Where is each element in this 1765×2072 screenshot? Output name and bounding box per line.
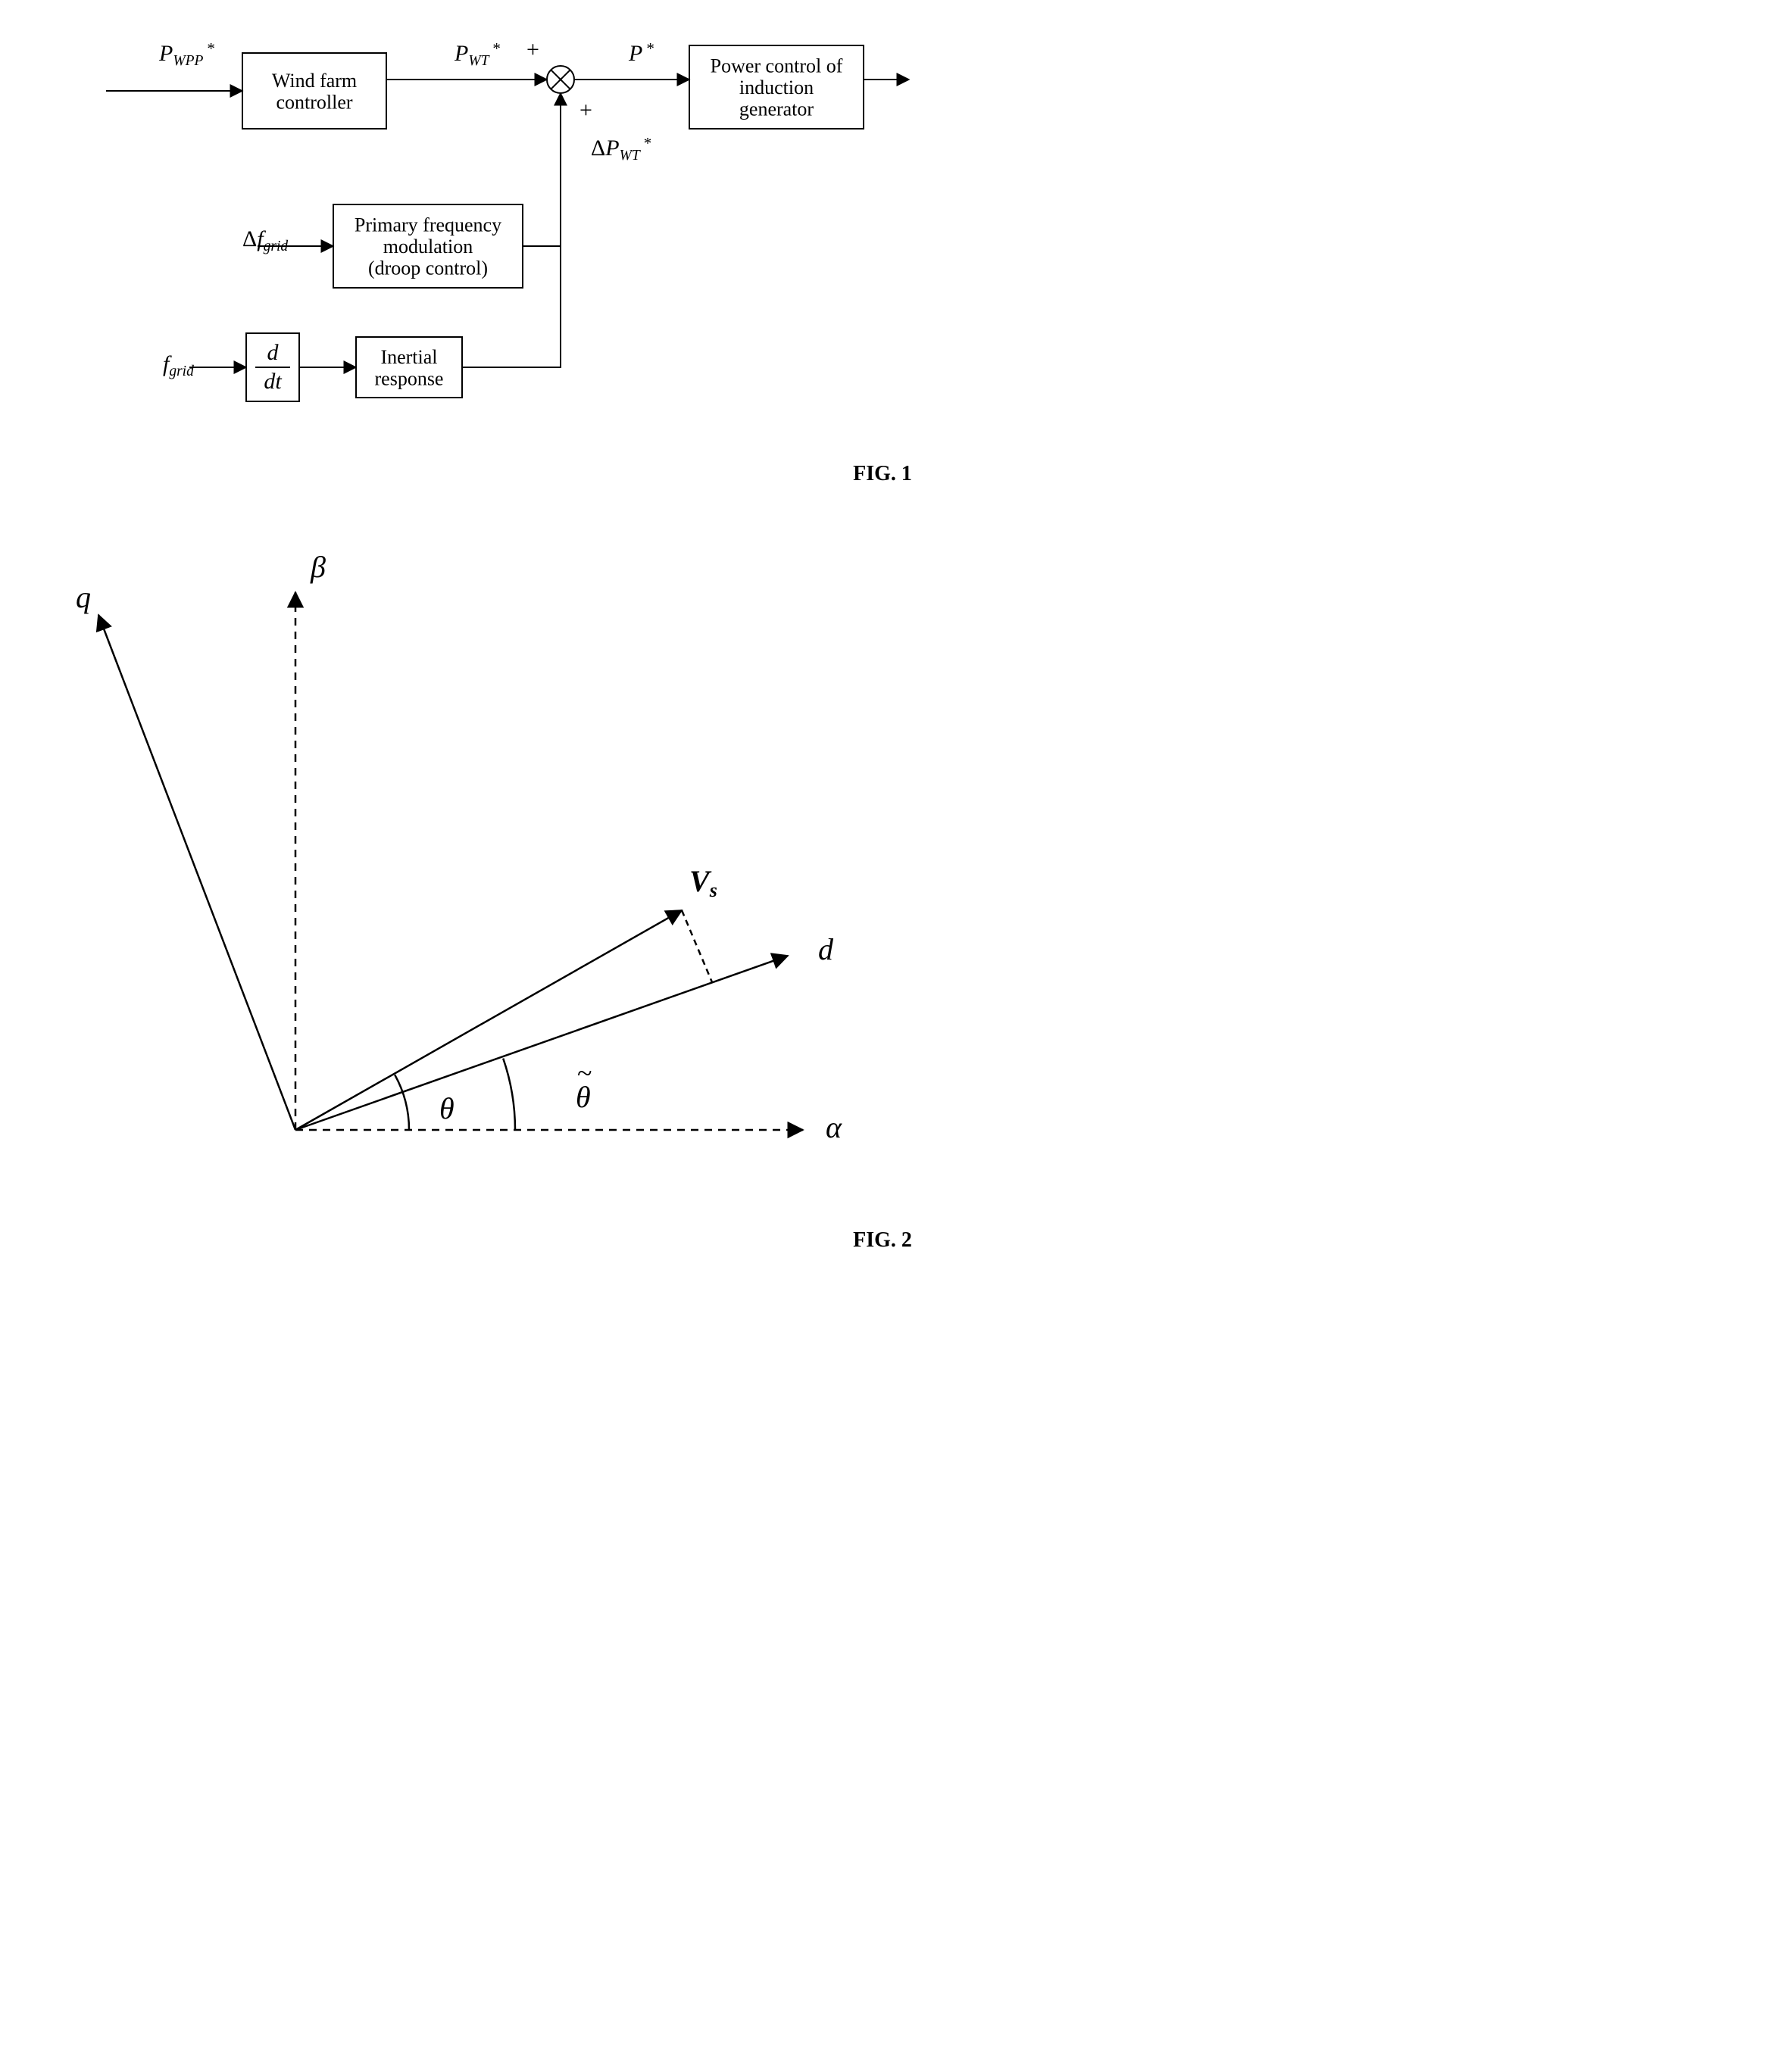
svg-text:Wind farm: Wind farm — [272, 70, 357, 92]
label-p-star: P* — [628, 39, 654, 66]
axis-d — [295, 956, 788, 1130]
svg-text:generator: generator — [739, 98, 814, 120]
fig2-svg: αβdqVsθθ~ — [30, 532, 913, 1213]
svg-text:Primary frequency: Primary frequency — [355, 214, 501, 236]
label-p-wpp: PWPP* — [158, 39, 214, 69]
svg-text:d: d — [267, 340, 280, 365]
axis-label-q: q — [76, 580, 91, 614]
svg-text:modulation: modulation — [383, 236, 473, 257]
svg-text:dt: dt — [264, 369, 282, 394]
svg-text:response: response — [375, 367, 444, 389]
label-dp-wt: ΔPWT* — [591, 134, 651, 164]
axis-label-d: d — [818, 932, 834, 966]
svg-text:(droop control): (droop control) — [368, 257, 488, 279]
svg-text:Power control of: Power control of — [711, 55, 843, 77]
label-p-wt: PWT* — [454, 39, 500, 69]
vs-projection — [682, 910, 712, 982]
fig2-caption: FIG. 2 — [30, 1228, 1735, 1253]
svg-text:Inertial: Inertial — [380, 346, 437, 368]
axis-vs — [295, 910, 682, 1130]
label-df-grid: Δfgrid — [242, 226, 288, 254]
label-f-grid: fgrid — [163, 351, 194, 379]
arc-label-theta: θ — [439, 1091, 455, 1125]
arc-theta-tilde — [503, 1059, 515, 1130]
figure-2: αβdqVsθθ~ FIG. 2 — [30, 532, 1735, 1253]
fig1-svg: Wind farmcontroller Power control ofinduc… — [30, 30, 913, 447]
axis-label-beta: β — [310, 550, 326, 584]
arc-theta — [395, 1075, 409, 1130]
svg-text:controller: controller — [276, 91, 352, 113]
figure-1: Wind farmcontroller Power control ofinduc… — [30, 30, 1735, 486]
svg-text:induction: induction — [739, 76, 814, 98]
fig1-caption: FIG. 1 — [30, 462, 1735, 486]
plus-bottom: + — [579, 98, 592, 123]
arc-tilde-theta-tilde: ~ — [577, 1058, 592, 1088]
axis-label-vs: Vs — [689, 864, 717, 901]
plus-left: + — [526, 37, 539, 62]
axis-q — [98, 615, 295, 1130]
axis-label-alpha: α — [826, 1110, 842, 1144]
